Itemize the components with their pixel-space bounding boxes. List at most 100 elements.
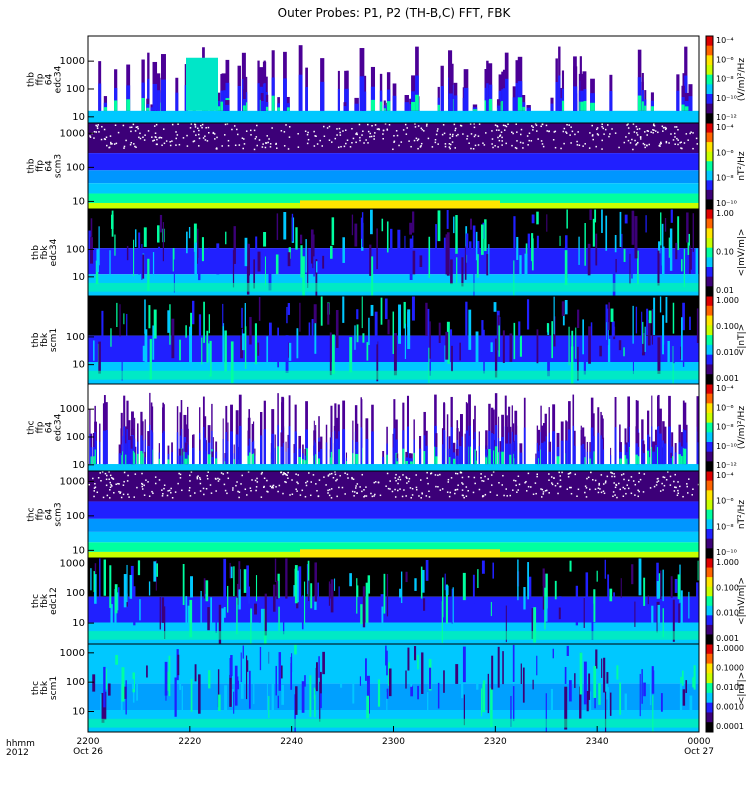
spike-tip bbox=[488, 448, 491, 465]
noise-dot bbox=[473, 123, 475, 125]
noise-dot bbox=[344, 129, 347, 131]
column-stripe bbox=[657, 337, 661, 374]
noise-dot bbox=[295, 473, 297, 475]
spike-core bbox=[304, 455, 307, 465]
noise-dot bbox=[634, 494, 636, 496]
column-stripe bbox=[685, 680, 688, 693]
panels-layer: 100010010thbffp64edc3410⁻⁴10⁻⁶10⁻⁸10⁻¹⁰1… bbox=[27, 35, 747, 733]
column-stripe bbox=[286, 306, 288, 324]
column-stripe bbox=[644, 326, 646, 352]
colorbar-segment bbox=[706, 335, 713, 346]
column-stripe bbox=[599, 345, 602, 357]
noise-dot bbox=[585, 496, 588, 498]
noise-dot bbox=[662, 489, 664, 491]
column-stripe bbox=[308, 580, 310, 602]
column-stripe bbox=[598, 683, 601, 705]
noise-dot bbox=[363, 489, 365, 491]
spike-core bbox=[459, 436, 463, 465]
noise-dot bbox=[111, 485, 113, 487]
noise-dot bbox=[190, 471, 193, 473]
noise-dot bbox=[267, 491, 269, 493]
colorbar-tick-label: 0.001 bbox=[716, 374, 739, 383]
noise-dot bbox=[596, 128, 598, 131]
noise-dot bbox=[263, 486, 265, 489]
noise-dot bbox=[570, 486, 572, 489]
noise-dot bbox=[505, 488, 507, 490]
noise-dot bbox=[198, 476, 201, 479]
noise-dot bbox=[643, 473, 646, 475]
noise-dot bbox=[446, 491, 449, 493]
noise-dot bbox=[178, 143, 181, 146]
column-stripe bbox=[90, 568, 92, 591]
noise-dot bbox=[361, 134, 363, 136]
noise-dot bbox=[153, 139, 156, 142]
column-stripe bbox=[531, 233, 534, 262]
spike-core bbox=[237, 86, 241, 111]
y-tick-label: 1000 bbox=[60, 56, 85, 67]
noise-dot bbox=[253, 148, 256, 151]
noise-dot bbox=[540, 125, 542, 128]
column-stripe bbox=[157, 225, 160, 243]
baseline-band bbox=[88, 464, 699, 471]
column-stripe bbox=[209, 340, 212, 377]
spike-core bbox=[485, 449, 488, 465]
spike-core bbox=[156, 90, 161, 111]
noise-dot bbox=[384, 123, 387, 125]
noise-dot bbox=[122, 493, 125, 496]
noise-dot bbox=[313, 145, 316, 147]
noise-dot bbox=[589, 132, 591, 134]
noise-dot bbox=[314, 135, 316, 137]
noise-dot bbox=[639, 478, 642, 481]
colorbar-tick-label: 10⁻⁸ bbox=[716, 522, 734, 531]
spike-core bbox=[472, 107, 478, 111]
noise-dot bbox=[540, 140, 543, 142]
column-stripe bbox=[423, 598, 426, 611]
noise-dot bbox=[676, 137, 678, 140]
colorbar-segment bbox=[706, 142, 713, 153]
colorbar-label: (V/m)²/Hz bbox=[737, 58, 747, 101]
colorbar-segment bbox=[706, 712, 713, 723]
spike-core bbox=[163, 431, 165, 465]
spike-core bbox=[134, 438, 136, 465]
spike-core bbox=[288, 426, 291, 465]
column-stripe bbox=[224, 685, 228, 719]
noise-dot bbox=[528, 132, 531, 134]
colorbar-frame bbox=[705, 643, 714, 733]
spike-core bbox=[343, 106, 347, 111]
noise-dot bbox=[516, 491, 518, 493]
column-stripe bbox=[410, 685, 414, 697]
noise-dot bbox=[305, 481, 307, 484]
noise-dot bbox=[606, 475, 609, 478]
column-stripe bbox=[427, 692, 429, 726]
noise-dot bbox=[119, 492, 121, 494]
noise-dot bbox=[174, 491, 177, 493]
colorbar-segment bbox=[706, 644, 713, 655]
noise-dot bbox=[101, 125, 103, 128]
spike-core bbox=[225, 82, 230, 111]
colorbar-segment bbox=[706, 692, 713, 704]
noise-dot bbox=[553, 131, 556, 133]
noise-dot bbox=[307, 138, 310, 141]
noise-dot bbox=[159, 136, 161, 139]
noise-dot bbox=[186, 134, 188, 137]
noise-dot bbox=[688, 478, 690, 480]
column-stripe bbox=[584, 223, 586, 266]
column-stripe bbox=[240, 652, 242, 683]
noise-dot bbox=[566, 123, 568, 126]
spike-core bbox=[204, 437, 207, 465]
noise-dot bbox=[315, 483, 317, 485]
noise-dot bbox=[664, 128, 667, 131]
noise-dot bbox=[485, 132, 487, 134]
noise-dot bbox=[125, 139, 127, 142]
noise-dot bbox=[525, 480, 527, 483]
column-stripe bbox=[455, 664, 459, 684]
column-stripe bbox=[601, 209, 603, 233]
column-stripe bbox=[531, 214, 535, 224]
colorbar-segment bbox=[706, 354, 713, 365]
noise-dot bbox=[148, 495, 151, 497]
column-stripe bbox=[420, 566, 423, 599]
noise-dot bbox=[179, 473, 182, 476]
noise-dot bbox=[205, 488, 208, 490]
